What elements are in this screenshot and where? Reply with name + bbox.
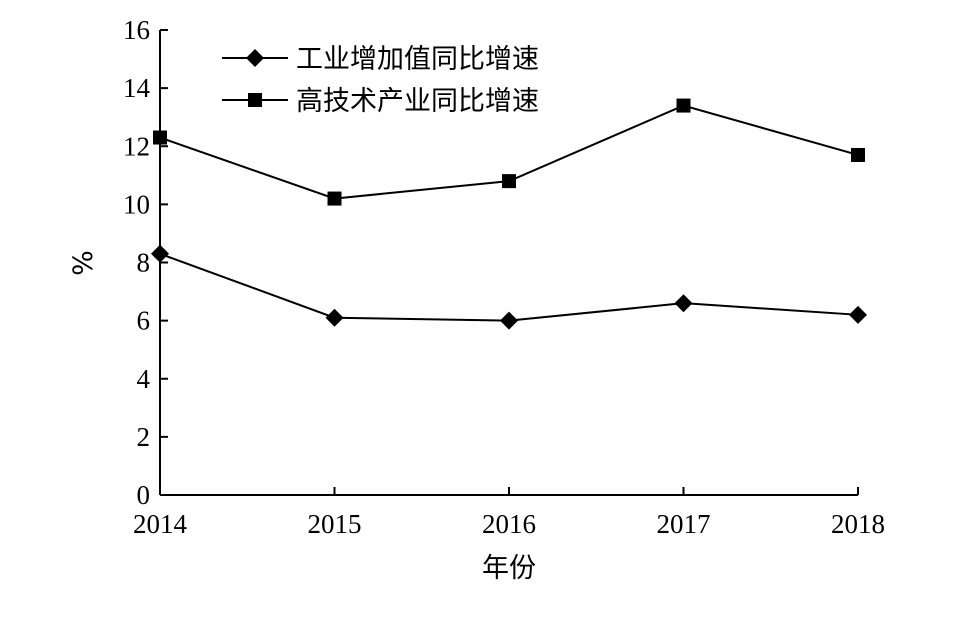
y-tick-label: 4 — [137, 364, 151, 394]
data-point — [325, 308, 344, 327]
series-1 — [151, 244, 867, 330]
data-point — [153, 130, 167, 145]
x-tick-label: 2014 — [133, 509, 188, 539]
x-axis-title: 年份 — [482, 553, 536, 584]
data-point — [327, 191, 342, 206]
ticks: 0 2 4 6 8 10 12 14 16 2014 2015 2016 2017 2018 — [123, 15, 885, 539]
legend-item: 高技术产业同比增速 — [222, 86, 539, 117]
y-tick-label: 6 — [137, 306, 151, 336]
series-line — [159, 252, 859, 322]
y-axis-title: % — [68, 250, 99, 276]
y-tick-label: 12 — [123, 131, 150, 161]
data-point — [674, 294, 693, 313]
x-tick-label: 2015 — [308, 509, 362, 539]
y-tick-label: 2 — [137, 422, 151, 452]
legend-label: 工业增加值同比增速 — [296, 44, 539, 75]
series-layer — [151, 98, 867, 330]
legend-marker — [246, 49, 264, 67]
x-tick-label: 2018 — [831, 509, 885, 539]
data-point — [676, 98, 691, 113]
data-point — [502, 174, 516, 189]
y-tick-label: 10 — [123, 189, 150, 219]
data-point — [500, 311, 518, 330]
x-tick-label: 2016 — [482, 509, 536, 539]
legend-marker — [248, 93, 262, 107]
y-tick-label: 14 — [123, 73, 151, 103]
y-tick-label: 0 — [137, 480, 151, 510]
data-point — [849, 305, 867, 324]
data-point — [851, 147, 865, 162]
series-2 — [153, 98, 865, 206]
y-tick-label: 16 — [123, 15, 150, 45]
data-point — [151, 244, 169, 263]
legend-label: 高技术产业同比增速 — [296, 86, 539, 117]
x-tick-label: 2017 — [657, 509, 711, 539]
y-tick-label: 8 — [137, 248, 151, 278]
legend-item: 工业增加值同比增速 — [222, 44, 539, 75]
